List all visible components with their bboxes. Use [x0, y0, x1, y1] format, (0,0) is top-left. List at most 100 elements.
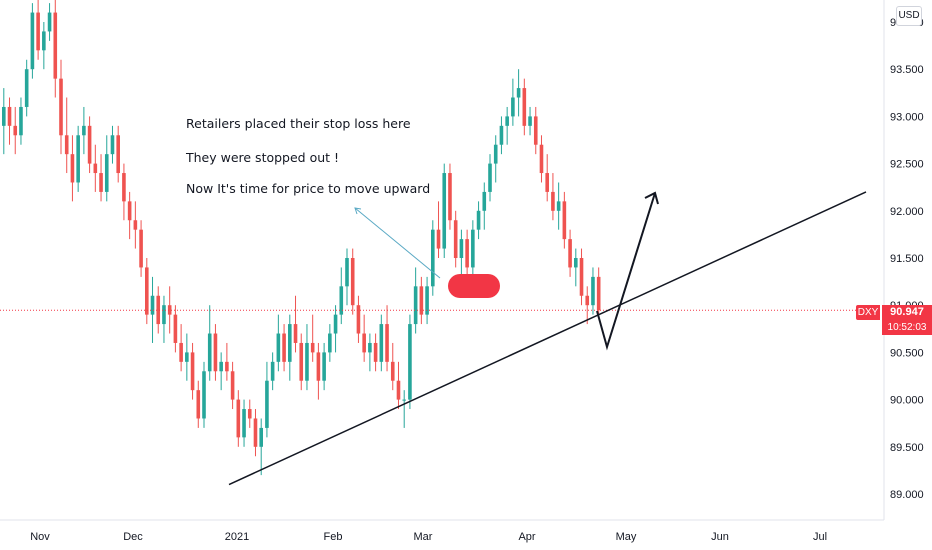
y-tick-label: 91.500 — [890, 253, 924, 265]
candle-body — [207, 333, 212, 372]
bar-countdown: 10:52:03 — [882, 320, 932, 335]
y-tick-label: 90.500 — [890, 347, 924, 359]
price-axis[interactable]: 94.00093.50093.00092.50092.00091.50091.0… — [890, 17, 924, 501]
support-trendline — [228, 191, 867, 486]
candle-body — [356, 305, 361, 334]
candle-body — [528, 116, 532, 126]
candle-body — [562, 201, 567, 240]
candle-body — [505, 116, 509, 126]
candle-body — [533, 116, 538, 145]
candle-body — [476, 210, 481, 230]
candle-body — [270, 361, 275, 381]
candle-body — [219, 361, 223, 372]
candle-body — [93, 163, 98, 174]
candle-body — [539, 144, 544, 174]
x-tick-label: Mar — [414, 531, 433, 543]
candle-body — [333, 314, 338, 334]
candle-body — [316, 352, 321, 381]
candle-body — [47, 12, 52, 32]
candle-body — [99, 173, 103, 192]
candle-body — [499, 125, 504, 145]
annotation-line-3: Now It's time for price to move upward — [186, 181, 431, 196]
candle-body — [242, 409, 246, 438]
candle-body — [493, 144, 498, 164]
y-tick-label: 93.500 — [890, 64, 924, 76]
candle-body — [30, 12, 35, 70]
candle-body — [87, 125, 92, 164]
candle-body — [282, 333, 286, 362]
x-tick-label: May — [616, 531, 637, 543]
candle-body — [585, 295, 590, 306]
candle-body — [276, 333, 281, 362]
red-stop-loss-marker — [448, 274, 500, 298]
candle-body — [150, 295, 155, 315]
candle-body — [413, 286, 418, 325]
candle-body — [293, 324, 298, 343]
candle-body — [482, 191, 487, 211]
candle-body — [288, 324, 292, 362]
x-tick-label: Nov — [30, 531, 50, 543]
candle-body — [202, 371, 206, 419]
candle-body — [568, 239, 572, 268]
candle-body — [419, 286, 424, 315]
candle-body — [247, 409, 252, 419]
candle-body — [156, 295, 161, 325]
candle-body — [185, 352, 189, 362]
y-tick-label: 92.500 — [890, 159, 924, 171]
candle-body — [253, 418, 258, 447]
candle-body — [556, 201, 561, 211]
candle-body — [179, 342, 183, 362]
annotation-line-1: Retailers placed their stop loss here — [186, 116, 411, 131]
candle-body — [236, 399, 241, 438]
candle-body — [265, 380, 269, 428]
candle-body — [511, 97, 515, 117]
candle-body — [516, 88, 521, 98]
candle-body — [230, 371, 235, 400]
candle-body — [488, 163, 492, 192]
candle-body — [339, 286, 344, 315]
currency-label[interactable]: USD — [896, 6, 922, 26]
candle-body — [396, 380, 401, 400]
candle-body — [362, 333, 366, 353]
candle-body — [59, 78, 63, 136]
x-tick-label: 2021 — [225, 531, 249, 543]
candle-body — [551, 191, 555, 211]
candle-body — [305, 342, 309, 381]
candle-body — [310, 342, 315, 353]
candle-body — [196, 390, 201, 419]
projection-arrow — [596, 191, 659, 351]
candle-body — [436, 229, 441, 249]
candle-body — [345, 258, 349, 287]
candle-body — [322, 352, 326, 381]
candle-body — [299, 342, 304, 381]
x-tick-label: Jun — [711, 531, 729, 543]
candle-body — [7, 106, 12, 126]
candle-body — [442, 173, 447, 249]
candle-body — [368, 342, 372, 353]
candle-body — [19, 106, 23, 136]
time-axis[interactable]: Nov Dec 2021 Feb Mar Apr May Jun Jul — [30, 531, 827, 543]
candle-body — [127, 201, 132, 221]
candle-body — [36, 12, 40, 51]
candle-body — [459, 239, 464, 258]
candle-body — [82, 125, 86, 136]
candle-body — [53, 12, 58, 79]
candle-body — [133, 220, 138, 230]
candle-body — [574, 258, 578, 268]
candles — [1, 0, 601, 476]
candle-body — [225, 361, 229, 372]
candle-body — [162, 305, 166, 325]
candle-body — [465, 239, 469, 268]
candle-body — [110, 135, 115, 155]
candle-body — [213, 333, 218, 372]
candle-body — [579, 258, 584, 296]
y-tick-label: 92.000 — [890, 206, 924, 218]
candle-body — [591, 276, 595, 306]
candle-body — [64, 135, 69, 155]
candle-body — [596, 276, 601, 311]
y-tick-label: 89.000 — [890, 489, 924, 501]
candle-body — [408, 324, 412, 400]
candle-body — [350, 258, 355, 306]
candle-body — [453, 220, 458, 258]
